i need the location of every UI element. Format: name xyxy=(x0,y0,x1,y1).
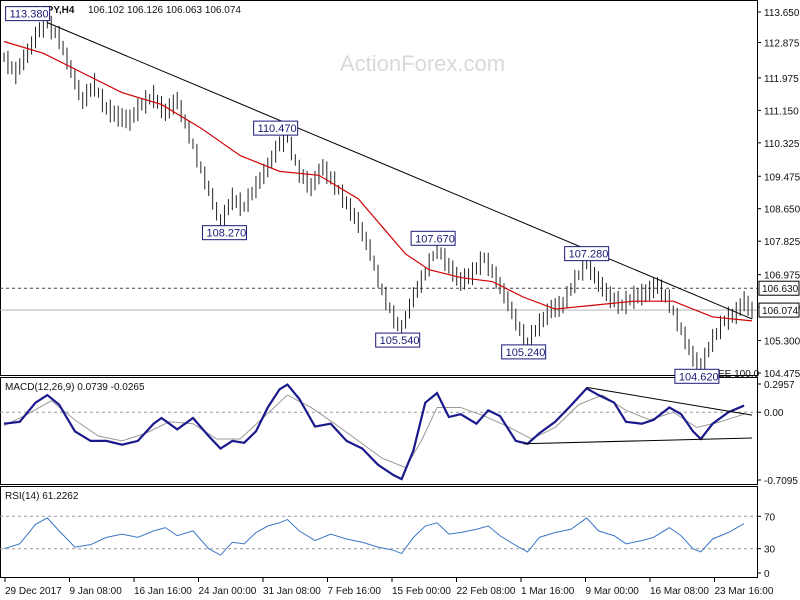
price-series-group xyxy=(0,14,757,377)
price-tick-label: 111.975 xyxy=(764,74,799,85)
annotation-box xyxy=(253,120,299,136)
rsi-tick-label: 0 xyxy=(764,569,770,580)
ma-label: EE 100.0 xyxy=(718,369,760,380)
macd-panel-frame xyxy=(0,377,758,485)
annotation-box xyxy=(501,344,547,360)
x-axis-label: 23 Mar 16:00 xyxy=(715,586,774,597)
macd-line xyxy=(3,383,745,481)
macd-signal-line xyxy=(3,394,745,469)
annotations-group: 113.380 110.470 108.270 107.670 105.540 107.2… xyxy=(5,6,720,384)
price-trendline xyxy=(47,22,753,320)
x-axis-label: 9 Jan 08:00 xyxy=(70,586,123,597)
price-tick-label: 106.975 xyxy=(764,271,800,282)
price-tick-label: 109.475 xyxy=(764,172,800,183)
price-tick-label: 111.150 xyxy=(764,106,799,117)
watermark: ActionForex.com xyxy=(340,51,505,76)
annotation-label: 107.280 xyxy=(569,249,609,261)
annotation-box xyxy=(375,332,421,348)
ohlc-readout: 106.102 106.126 106.063 106.074 xyxy=(88,5,241,16)
x-axis-label: 16 Mar 08:00 xyxy=(650,586,709,597)
x-axis-label: 7 Feb 16:00 xyxy=(328,586,382,597)
macd-tick-label: 0.2957 xyxy=(764,380,795,391)
macd-series-group xyxy=(0,383,757,481)
x-axis-label: 9 Mar 00:00 xyxy=(586,586,640,597)
macd-trendline xyxy=(586,386,753,416)
macd-tick-label: 0.00 xyxy=(764,408,784,419)
x-axis-label: 1 Mar 16:00 xyxy=(521,586,575,597)
current-price-label: 106.074 xyxy=(762,306,799,317)
resistance-level-box xyxy=(758,280,800,296)
price-tick-label: 105.300 xyxy=(764,337,800,348)
axes-group: 113.650 112.875 111.975 111.150 110.325 109.4… xyxy=(4,8,800,597)
price-tick-label: 113.650 xyxy=(764,8,800,19)
current-price-box xyxy=(758,302,800,318)
price-tick-label: 108.650 xyxy=(764,205,800,216)
annotation-box xyxy=(5,6,51,22)
annotation-label: 110.470 xyxy=(258,123,297,135)
resistance-level-label: 106.630 xyxy=(762,284,799,295)
rsi-tick-label: 30 xyxy=(764,545,776,556)
macd-trendline xyxy=(523,437,753,445)
price-tick-label: 110.325 xyxy=(764,139,800,150)
rsi-line xyxy=(3,517,745,556)
price-tick-label: 104.475 xyxy=(764,369,800,380)
annotation-box xyxy=(674,368,720,384)
annotation-box xyxy=(564,246,610,262)
macd-title: MACD(12,26,9) 0.0739 -0.0265 xyxy=(5,382,145,393)
x-axis-label: 29 Dec 2017 xyxy=(5,586,62,597)
annotation-box xyxy=(410,230,456,246)
rsi-panel-frame xyxy=(0,486,758,578)
rsi-title: RSI(14) 61.2262 xyxy=(5,491,79,502)
rsi-series-group xyxy=(0,515,757,556)
x-axis-label: 15 Feb 00:00 xyxy=(392,586,451,597)
price-panel-frame xyxy=(0,0,758,376)
x-axis-label: 31 Jan 08:00 xyxy=(263,586,321,597)
annotation-label: 107.670 xyxy=(415,233,455,245)
price-tick-label: 112.875 xyxy=(764,38,800,49)
annotation-label: 104.620 xyxy=(679,371,719,383)
annotation-label: 105.240 xyxy=(506,347,546,359)
x-axis-label: 22 Feb 08:00 xyxy=(457,586,516,597)
x-axis-label: 24 Jan 00:00 xyxy=(199,586,257,597)
rsi-tick-label: 70 xyxy=(764,512,776,523)
moving-average-line xyxy=(3,40,753,322)
macd-tick-label: -0.7095 xyxy=(764,476,798,487)
price-tick-label: 107.825 xyxy=(764,237,800,248)
annotation-label: 113.380 xyxy=(10,9,49,21)
annotation-label: 105.540 xyxy=(380,335,420,347)
x-axis-label: 16 Jan 16:00 xyxy=(134,586,192,597)
annotation-box xyxy=(201,225,247,241)
annotation-label: 108.270 xyxy=(206,228,246,240)
